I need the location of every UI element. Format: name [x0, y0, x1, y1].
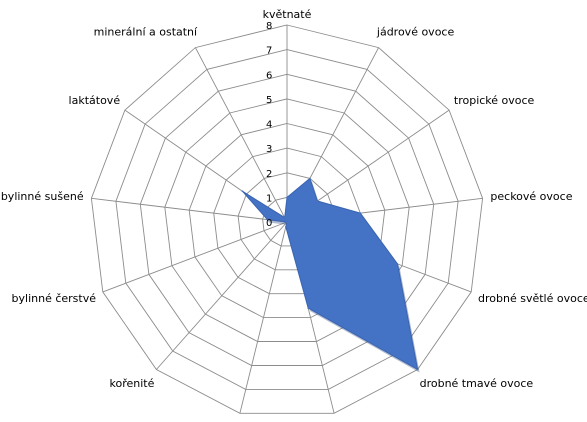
category-label-0: květnaté — [263, 8, 312, 21]
category-label-10: bylinné sušené — [1, 190, 84, 203]
tick-labels: 0 1 2 3 4 5 6 7 8 — [266, 21, 272, 229]
series-0-area — [241, 177, 419, 370]
category-label-2: tropické ovoce — [454, 94, 535, 107]
tick-label-2: 2 — [266, 169, 272, 180]
grid-spoke-12 — [195, 47, 288, 223]
series-0-point-10 — [266, 218, 269, 221]
category-label-5: drobné tmavé ovoce — [420, 377, 534, 390]
series-0-point-11 — [241, 190, 244, 192]
grid-spoke-9 — [102, 221, 288, 293]
tick-label-8: 8 — [266, 21, 272, 32]
category-label-1: jádrové ovoce — [376, 26, 455, 39]
category-label-11: laktátové — [69, 94, 121, 107]
grid-ring-6 — [139, 73, 435, 366]
series-0-point-1 — [309, 177, 311, 180]
category-labels: květnaté jádrové ovoce tropické ovoce pecko… — [1, 8, 587, 390]
tick-label-3: 3 — [266, 144, 272, 155]
category-label-4: drobné světlé ovoce — [478, 292, 587, 305]
grid-ring-5 — [164, 98, 410, 342]
tick-label-6: 6 — [266, 70, 272, 81]
series-0-point-9 — [286, 221, 288, 223]
grid-ring-7 — [115, 49, 459, 390]
grid-ring-4 — [188, 123, 386, 319]
series-0-point-7 — [285, 226, 287, 228]
tick-label-1: 1 — [266, 193, 272, 204]
tick-label-5: 5 — [266, 95, 272, 106]
series-0-point-5 — [416, 368, 419, 371]
series-0-point-4 — [396, 263, 399, 265]
grid-spoke-10 — [91, 197, 288, 223]
series-0-point-0 — [286, 196, 288, 199]
grid-ring-8 — [90, 24, 484, 414]
series-0-point-3 — [359, 212, 362, 214]
grid-spoke-7 — [239, 221, 288, 414]
grid-ring-2 — [237, 172, 337, 271]
grid-spoke-8 — [156, 221, 288, 370]
tick-label-4: 4 — [266, 120, 272, 131]
tick-label-0: 0 — [266, 218, 272, 229]
tick-label-7: 7 — [266, 46, 272, 57]
category-label-12: minerální a ostatní — [94, 26, 198, 39]
category-label-3: peckové ovoce — [490, 190, 572, 203]
series-0-point-6 — [307, 307, 310, 309]
category-label-8: kořenité — [110, 377, 155, 390]
series-0-point-12 — [283, 216, 286, 219]
series-0-point-2 — [316, 200, 319, 202]
series-layer — [241, 177, 420, 373]
grid-ring-3 — [213, 147, 361, 295]
category-label-9: bylinné čerstvé — [12, 292, 97, 305]
